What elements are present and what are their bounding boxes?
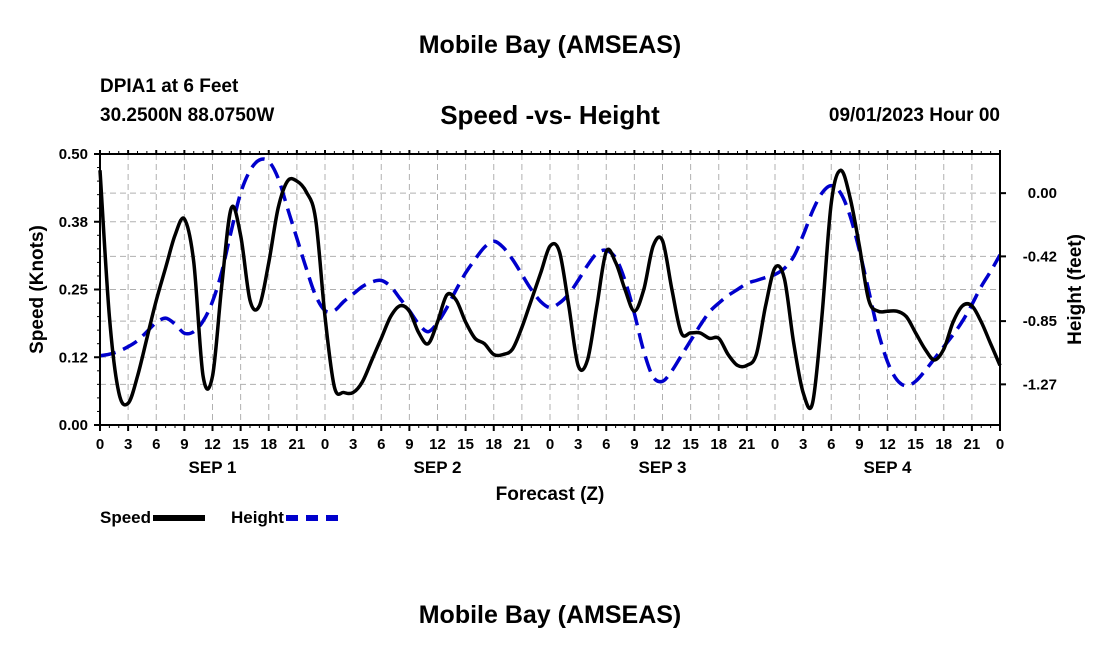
y-left-tick-label: 0.12 [59,349,88,366]
series-line-speed [98,168,1002,411]
legend-speed-label: Speed [100,508,152,527]
day-label: SEP 3 [639,458,687,477]
x-tick-label: 12 [654,436,671,453]
x-tick-label: 9 [855,436,863,453]
legend-speed: Speed [100,508,206,528]
x-tick-label: 3 [124,436,132,453]
x-tick-label: 21 [739,436,756,453]
x-tick-label: 21 [964,436,981,453]
day-label: SEP 4 [864,458,912,477]
x-tick-label: 18 [485,436,502,453]
x-tick-label: 3 [349,436,357,453]
series-layer [98,157,1002,411]
x-tick-label: 15 [232,436,249,453]
legend-height-label: Height [231,508,284,527]
x-tick-label: 15 [457,436,474,453]
x-tick-label: 18 [710,436,727,453]
x-tick-label: 6 [602,436,610,453]
x-tick-label: 18 [935,436,952,453]
x-tick-label: 18 [260,436,277,453]
x-tick-label: 0 [321,436,329,453]
y-left-tick-label: 0.38 [59,214,88,231]
day-label: SEP 1 [189,458,237,477]
x-tick-label: 9 [405,436,413,453]
x-tick-label: 6 [377,436,385,453]
x-axis-label: Forecast (Z) [496,484,605,505]
chart-subtitle: Speed -vs- Height [440,100,660,130]
y-right-tick-label: 0.00 [1028,185,1057,202]
day-label: SEP 2 [414,458,462,477]
y-left-tick-label: 0.50 [59,146,88,163]
x-tick-label: 21 [514,436,531,453]
series-line-height [99,157,1002,388]
x-tick-label: 21 [289,436,306,453]
x-tick-label: 12 [204,436,221,453]
axes: 0 3 6 9 12 15 18 21 0 3 6 9 12 15 18 21 0 3 6 9 12 15 18 21 0 3 6 9… [27,146,1086,505]
grid [100,154,1000,425]
footer-title: Mobile Bay (AMSEAS) [418,601,682,629]
y-left-tick-label: 0.00 [59,417,88,434]
y-right-axis-label: Height (feet) [1065,234,1086,345]
x-tick-label: 12 [879,436,896,453]
x-tick-label: 6 [152,436,160,453]
x-tick-label: 15 [682,436,699,453]
station-label: DPIA1 at 6 Feet [100,76,239,97]
y-left-axis-label: Speed (Knots) [27,225,48,354]
coordinates-label: 30.2500N 88.0750W [100,105,275,126]
y-right-tick-label: -0.42 [1023,248,1057,265]
forecast-datetime: 09/01/2023 Hour 00 [828,105,1000,126]
y-right-tick-label: -0.85 [1023,313,1057,330]
x-tick-label: 6 [827,436,835,453]
x-tick-label: 0 [996,436,1004,453]
x-tick-label: 0 [96,436,104,453]
x-tick-label: 9 [180,436,188,453]
x-tick-label: 3 [799,436,807,453]
y-right-tick-label: -1.27 [1023,376,1057,393]
x-tick-label: 15 [907,436,924,453]
x-tick-label: 9 [630,436,638,453]
x-tick-label: 3 [574,436,582,453]
x-tick-label: 0 [546,436,554,453]
x-tick-label: 0 [771,436,779,453]
legend-height: Height [231,508,338,528]
x-tick-label: 12 [429,436,446,453]
y-left-tick-label: 0.25 [59,282,88,299]
chart-main-title: Mobile Bay (AMSEAS) [418,31,682,59]
legend-height-swatch [285,515,338,521]
legend-speed-swatch [153,515,206,521]
